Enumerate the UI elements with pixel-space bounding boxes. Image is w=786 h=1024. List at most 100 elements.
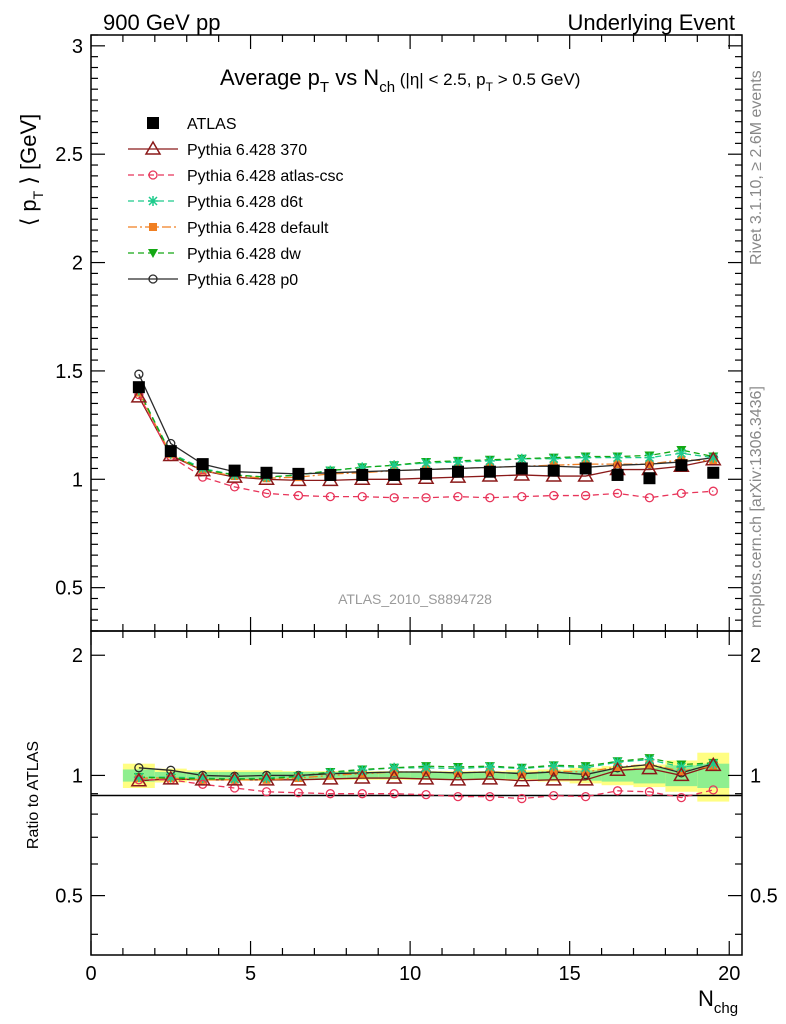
- point-ATLAS: [675, 459, 688, 472]
- ratio-point-370: [449, 771, 467, 786]
- point-default: [645, 460, 654, 469]
- ratio-point-d6t: [421, 762, 432, 773]
- ratio-point-370: [194, 771, 211, 786]
- legend-marker-d6t: [148, 196, 158, 206]
- point-ATLAS: [196, 458, 209, 471]
- point-atlas-csc: [580, 490, 591, 501]
- ratio-point-atlas-csc: [453, 791, 463, 802]
- point-ATLAS: [547, 464, 560, 477]
- ratio-point-370: [673, 766, 690, 782]
- point-d6t: [421, 458, 432, 469]
- legend-label-ATLAS: ATLAS: [187, 116, 237, 133]
- point-atlas-csc: [293, 490, 304, 501]
- legend-marker-atlas-csc: [148, 170, 158, 180]
- point-ATLAS: [611, 468, 624, 481]
- point-atlas-csc: [357, 491, 367, 502]
- point-atlas-csc: [261, 488, 272, 499]
- ratio-y-tick-label: 0.5: [55, 886, 83, 908]
- point-ATLAS: [643, 472, 656, 485]
- rivet-info-label: Rivet 3.1.10, ≥ 2.6M events: [748, 70, 765, 265]
- ratio-point-atlas-csc: [485, 791, 495, 802]
- legend-label-atlas-csc: Pythia 6.428 atlas-csc: [187, 168, 344, 185]
- point-ATLAS: [388, 468, 401, 481]
- point-atlas-csc: [325, 491, 335, 502]
- point-ATLAS: [324, 468, 337, 481]
- ratio-plot-frame: [90, 630, 743, 956]
- x-axis-label: Nchg: [698, 986, 738, 1017]
- header-left: 900 GeV pp: [103, 10, 220, 35]
- ratio-point-d6t: [644, 754, 655, 765]
- ratio-y-tick-label: 1: [72, 765, 83, 787]
- y-tick-label: 1: [72, 469, 83, 491]
- legend-marker-dw: [148, 249, 158, 258]
- point-370: [704, 451, 722, 466]
- point-atlas-csc: [229, 482, 240, 492]
- mcplots-reference-label: mcplots.cern.ch [arXiv:1306.3436]: [748, 386, 765, 628]
- x-tick-label: 10: [399, 963, 421, 985]
- point-d6t: [612, 452, 623, 463]
- ratio-point-d6t: [452, 763, 463, 774]
- point-d6t: [644, 452, 655, 463]
- ratio-point-default: [549, 767, 558, 776]
- ratio-point-d6t: [389, 762, 400, 773]
- ratio-point-370: [545, 771, 563, 786]
- main-title: Average pT vs Nch (|η| < 2.5, pT > 0.5 G…: [220, 65, 580, 96]
- point-atlas-csc: [453, 491, 463, 502]
- ratio-point-atlas-csc: [580, 791, 591, 802]
- ratio-point-atlas-csc: [644, 787, 655, 797]
- point-atlas-csc: [198, 472, 208, 482]
- ratio-y-tick-label-right: 2: [750, 645, 761, 667]
- point-ATLAS: [707, 466, 720, 479]
- ratio-point-atlas-csc: [421, 790, 431, 800]
- ratio-point-p0: [134, 763, 144, 773]
- y-tick-label: 1.5: [55, 361, 83, 383]
- ratio-point-370: [226, 771, 243, 786]
- ratio-point-370: [513, 772, 531, 787]
- ratio-point-370: [577, 771, 594, 786]
- legend-marker-p0: [148, 274, 158, 284]
- x-tick-label: 15: [559, 963, 581, 985]
- ratio-point-370: [704, 756, 722, 772]
- ratio-series-layer: [130, 754, 722, 804]
- ratio-point-d6t: [133, 772, 144, 783]
- axis-ticks: 0 5 10 15 20 0.5 1 1.5 2 2.5 3 0.5 0.5 1 1 2 2: [55, 34, 778, 985]
- ratio-point-atlas-csc: [261, 787, 272, 797]
- ratio-point-atlas-csc: [517, 793, 527, 804]
- point-d6t: [484, 455, 495, 466]
- ratio-point-370: [353, 769, 371, 784]
- point-ATLAS: [483, 465, 496, 478]
- point-atlas-csc: [644, 493, 655, 503]
- ratio-point-atlas-csc: [708, 785, 718, 795]
- point-d6t: [548, 453, 559, 464]
- legend: ATLAS Pythia 6.428 370 Pythia 6.428 atlas-…: [128, 116, 344, 289]
- ratio-point-370: [609, 761, 626, 777]
- ratio-point-atlas-csc: [229, 783, 240, 793]
- ratio-point-d6t: [516, 763, 527, 774]
- ratio-point-d6t: [197, 773, 208, 784]
- ratio-y-axis-label: Ratio to ATLAS: [25, 741, 42, 849]
- ratio-point-atlas-csc: [325, 789, 335, 799]
- series-line-atlas-csc: [138, 394, 714, 499]
- point-p0: [134, 369, 144, 379]
- x-tick-label: 5: [245, 963, 256, 985]
- point-d6t: [357, 462, 368, 473]
- y-tick-label: 3: [72, 36, 83, 58]
- ratio-point-370: [162, 770, 180, 785]
- x-tick-label: 20: [718, 963, 740, 985]
- ratio-point-d6t: [484, 761, 495, 772]
- point-atlas-csc: [485, 493, 495, 503]
- ratio-point-d6t: [580, 762, 591, 773]
- y-tick-label: 2.5: [55, 144, 83, 166]
- point-370: [577, 467, 594, 482]
- legend-marker-ATLAS: [147, 117, 159, 129]
- point-ATLAS: [579, 462, 592, 475]
- point-d6t: [580, 452, 591, 463]
- y-tick-label: 2: [72, 253, 83, 275]
- ratio-point-370: [641, 760, 658, 775]
- point-ATLAS: [228, 464, 241, 477]
- point-default: [613, 460, 622, 469]
- ratio-point-370: [385, 769, 403, 784]
- legend-label-dw: Pythia 6.428 dw: [187, 246, 301, 263]
- point-d6t: [708, 452, 719, 463]
